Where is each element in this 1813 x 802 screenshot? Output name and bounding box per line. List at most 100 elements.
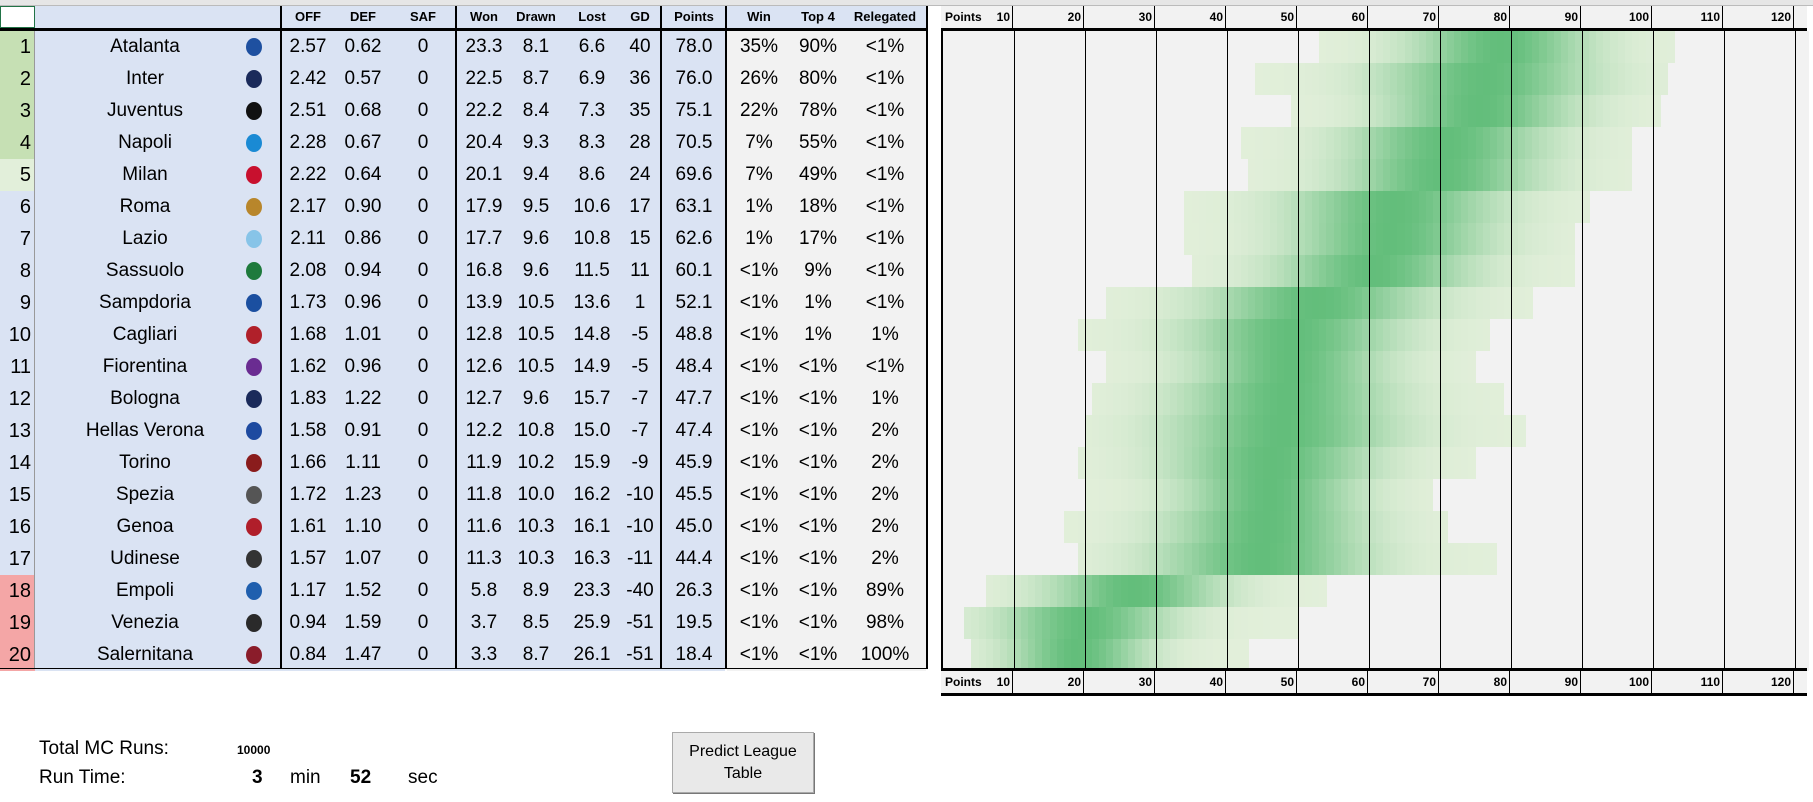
def-cell[interactable]: 1.52 [344, 580, 382, 601]
team-name[interactable]: Hellas Verona [85, 420, 205, 441]
top4-cell[interactable]: 1% [804, 292, 832, 313]
top4-cell[interactable]: <1% [798, 580, 838, 601]
saf-cell[interactable]: 0 [417, 516, 429, 537]
team-name[interactable]: Cagliari [112, 324, 178, 345]
gd-cell[interactable]: 17 [629, 196, 651, 217]
win-cell[interactable]: <1% [739, 644, 779, 665]
won-cell[interactable]: 17.7 [465, 228, 503, 249]
top4-cell[interactable]: 49% [798, 164, 838, 185]
selected-cell[interactable] [0, 6, 35, 28]
off-cell[interactable]: 1.58 [289, 420, 327, 441]
team-name[interactable]: Udinese [110, 548, 180, 569]
gd-cell[interactable]: -51 [626, 644, 654, 665]
saf-cell[interactable]: 0 [417, 196, 429, 217]
relegated-cell[interactable]: 2% [871, 452, 899, 473]
points-cell[interactable]: 26.3 [675, 580, 713, 601]
saf-cell[interactable]: 0 [417, 228, 429, 249]
top4-cell[interactable]: <1% [798, 644, 838, 665]
def-cell[interactable]: 1.23 [344, 484, 382, 505]
off-cell[interactable]: 1.66 [289, 452, 327, 473]
lost-cell[interactable]: 16.2 [573, 484, 611, 505]
team-name[interactable]: Lazio [122, 228, 168, 249]
off-cell[interactable]: 1.17 [289, 580, 327, 601]
team-name[interactable]: Spezia [115, 484, 175, 505]
def-cell[interactable]: 0.64 [344, 164, 382, 185]
win-cell[interactable]: <1% [739, 484, 779, 505]
relegated-cell[interactable]: <1% [865, 260, 905, 281]
top4-cell[interactable]: 55% [798, 132, 838, 153]
rank-cell[interactable]: 6 [0, 191, 35, 223]
team-name[interactable]: Sassuolo [105, 260, 185, 281]
rank-cell[interactable]: 4 [0, 127, 35, 159]
top4-cell[interactable]: <1% [798, 484, 838, 505]
off-cell[interactable]: 1.72 [289, 484, 327, 505]
saf-cell[interactable]: 0 [417, 292, 429, 313]
points-cell[interactable]: 69.6 [675, 164, 713, 185]
relegated-cell[interactable]: 100% [860, 644, 910, 665]
saf-cell[interactable]: 0 [417, 452, 429, 473]
lost-cell[interactable]: 13.6 [573, 292, 611, 313]
won-cell[interactable]: 12.6 [465, 356, 503, 377]
saf-cell[interactable]: 0 [417, 644, 429, 665]
win-cell[interactable]: 7% [745, 164, 773, 185]
won-cell[interactable]: 16.8 [465, 260, 503, 281]
points-cell[interactable]: 48.8 [675, 324, 713, 345]
lost-cell[interactable]: 6.9 [578, 68, 606, 89]
won-cell[interactable]: 12.2 [465, 420, 503, 441]
win-cell[interactable]: <1% [739, 356, 779, 377]
off-cell[interactable]: 1.68 [289, 324, 327, 345]
top4-cell[interactable]: 80% [798, 68, 838, 89]
relegated-cell[interactable]: <1% [865, 68, 905, 89]
drawn-cell[interactable]: 10.5 [517, 292, 555, 313]
won-cell[interactable]: 11.9 [466, 452, 502, 473]
gd-cell[interactable]: -9 [631, 452, 649, 473]
predict-league-table-button[interactable]: Predict League Table [672, 732, 814, 793]
saf-cell[interactable]: 0 [417, 580, 429, 601]
drawn-cell[interactable]: 9.5 [522, 196, 550, 217]
drawn-cell[interactable]: 10.8 [517, 420, 555, 441]
lost-cell[interactable]: 10.6 [573, 196, 611, 217]
saf-cell[interactable]: 0 [417, 356, 429, 377]
lost-cell[interactable]: 15.7 [573, 388, 611, 409]
rank-cell[interactable]: 14 [0, 447, 35, 479]
off-cell[interactable]: 1.57 [289, 548, 327, 569]
relegated-cell[interactable]: 98% [865, 612, 905, 633]
win-cell[interactable]: 7% [745, 132, 773, 153]
lost-cell[interactable]: 6.6 [578, 36, 606, 57]
win-cell[interactable]: 1% [745, 196, 773, 217]
saf-cell[interactable]: 0 [417, 612, 429, 633]
rank-cell[interactable]: 20 [0, 639, 35, 671]
team-name[interactable]: Juventus [106, 100, 184, 121]
off-cell[interactable]: 1.61 [289, 516, 327, 537]
won-cell[interactable]: 17.9 [465, 196, 503, 217]
relegated-cell[interactable]: <1% [865, 228, 905, 249]
off-cell[interactable]: 0.94 [289, 612, 327, 633]
rank-cell[interactable]: 7 [0, 223, 35, 255]
lost-cell[interactable]: 14.9 [573, 356, 611, 377]
relegated-cell[interactable]: <1% [865, 132, 905, 153]
team-name[interactable]: Bologna [110, 388, 180, 409]
rank-cell[interactable]: 10 [0, 319, 35, 351]
points-cell[interactable]: 47.7 [675, 388, 713, 409]
lost-cell[interactable]: 7.3 [578, 100, 606, 121]
off-cell[interactable]: 2.22 [289, 164, 327, 185]
def-cell[interactable]: 0.91 [344, 420, 382, 441]
team-name[interactable]: Fiorentina [102, 356, 188, 377]
gd-cell[interactable]: -5 [631, 356, 649, 377]
gd-cell[interactable]: -7 [631, 420, 649, 441]
def-cell[interactable]: 1.22 [344, 388, 382, 409]
drawn-cell[interactable]: 9.6 [522, 260, 550, 281]
relegated-cell[interactable]: <1% [865, 196, 905, 217]
saf-cell[interactable]: 0 [417, 324, 429, 345]
gd-cell[interactable]: -40 [626, 580, 654, 601]
points-cell[interactable]: 60.1 [675, 260, 713, 281]
won-cell[interactable]: 11.6 [466, 516, 502, 537]
win-cell[interactable]: 35% [739, 36, 779, 57]
points-cell[interactable]: 52.1 [675, 292, 713, 313]
won-cell[interactable]: 11.8 [466, 484, 502, 505]
lost-cell[interactable]: 23.3 [573, 580, 611, 601]
relegated-cell[interactable]: <1% [865, 164, 905, 185]
rank-cell[interactable]: 11 [0, 351, 35, 383]
lost-cell[interactable]: 8.3 [578, 132, 606, 153]
points-cell[interactable]: 75.1 [675, 100, 713, 121]
